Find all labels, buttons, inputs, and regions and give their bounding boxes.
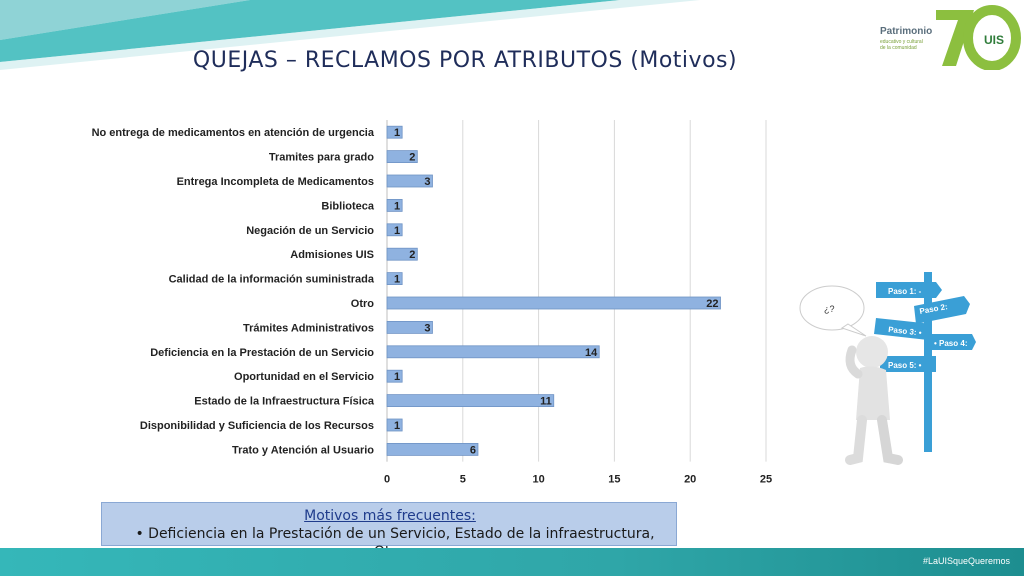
bar (386, 442, 479, 456)
category-label: Admisiones UIS (290, 249, 374, 261)
data-label: 6 (470, 444, 476, 456)
category-label: Otro (351, 298, 375, 310)
speech-bubble-text: ¿? (824, 304, 835, 314)
bar (386, 345, 600, 359)
summary-box: Motivos más frecuentes: • Deficiencia en… (101, 502, 677, 560)
x-tick-label: 25 (760, 474, 772, 486)
signpost-illustration: Paso 1: - Paso 2: Paso 3: • • Paso 4: Pa… (796, 270, 996, 466)
bar (386, 223, 403, 237)
bar (386, 125, 403, 139)
bar (386, 174, 433, 188)
category-label: Deficiencia en la Prestación de un Servi… (150, 347, 374, 359)
signpost-5: Paso 5: • (888, 361, 922, 370)
bar (386, 369, 403, 383)
category-label: Entrega Incompleta de Medicamentos (177, 176, 374, 188)
footer-hashtag: #LaUISqueQueremos (922, 556, 1010, 566)
category-label: No entrega de medicamentos en atención d… (92, 127, 375, 139)
data-label: 1 (394, 420, 400, 432)
data-label: 3 (424, 176, 430, 188)
category-label: Tramites para grado (269, 152, 374, 164)
signpost-4: • Paso 4: (934, 339, 967, 348)
x-tick-label: 15 (608, 474, 620, 486)
bar (386, 418, 403, 432)
x-tick-label: 10 (532, 474, 544, 486)
bar (386, 296, 721, 310)
logo-tagline: educativo y cultural de la comunidad (880, 39, 923, 51)
data-label: 1 (394, 274, 400, 286)
bar (386, 394, 555, 408)
data-label: 1 (394, 127, 400, 139)
data-label: 1 (394, 200, 400, 212)
signpost-1: Paso 1: - (888, 287, 922, 296)
category-label: Negación de un Servicio (246, 225, 374, 237)
category-label: Trato y Atención al Usuario (232, 444, 374, 456)
category-label: Trámites Administrativos (243, 322, 374, 334)
category-label: Disponibilidad y Suficiencia de los Recu… (140, 420, 374, 432)
data-label: 11 (540, 396, 552, 408)
data-label: 22 (706, 298, 718, 310)
x-tick-label: 20 (684, 474, 696, 486)
bottom-footer-stripe: #LaUISqueQueremos (0, 548, 1024, 576)
page-title: QUEJAS – RECLAMOS POR ATRIBUTOS (Motivos… (192, 48, 738, 73)
bar (386, 150, 418, 164)
summary-heading: Motivos más frecuentes: (304, 508, 476, 524)
data-label: 3 (424, 322, 430, 334)
category-label: Oportunidad en el Servicio (234, 371, 374, 383)
category-label: Estado de la Infraestructura Física (194, 396, 375, 408)
data-label: 2 (409, 249, 415, 261)
patrimonio-70-logo: UIS Patrimonio educativo y cultural de l… (876, 2, 1022, 71)
logo-brand: Patrimonio (880, 26, 933, 37)
bar (386, 198, 403, 212)
data-label: 2 (409, 152, 415, 164)
category-label: Calidad de la información suministrada (169, 274, 375, 286)
signpost-3: Paso 3: • (888, 325, 922, 337)
bar (386, 272, 403, 286)
data-label: 1 (394, 225, 400, 237)
data-label: 14 (585, 347, 598, 359)
logo-badge: UIS (984, 33, 1004, 47)
bar (386, 247, 418, 261)
bar (386, 320, 433, 334)
data-label: 1 (394, 371, 400, 383)
x-tick-label: 0 (384, 474, 390, 486)
x-tick-label: 5 (460, 474, 466, 486)
top-decorative-stripe (0, 0, 1024, 70)
category-label: Biblioteca (321, 200, 374, 212)
